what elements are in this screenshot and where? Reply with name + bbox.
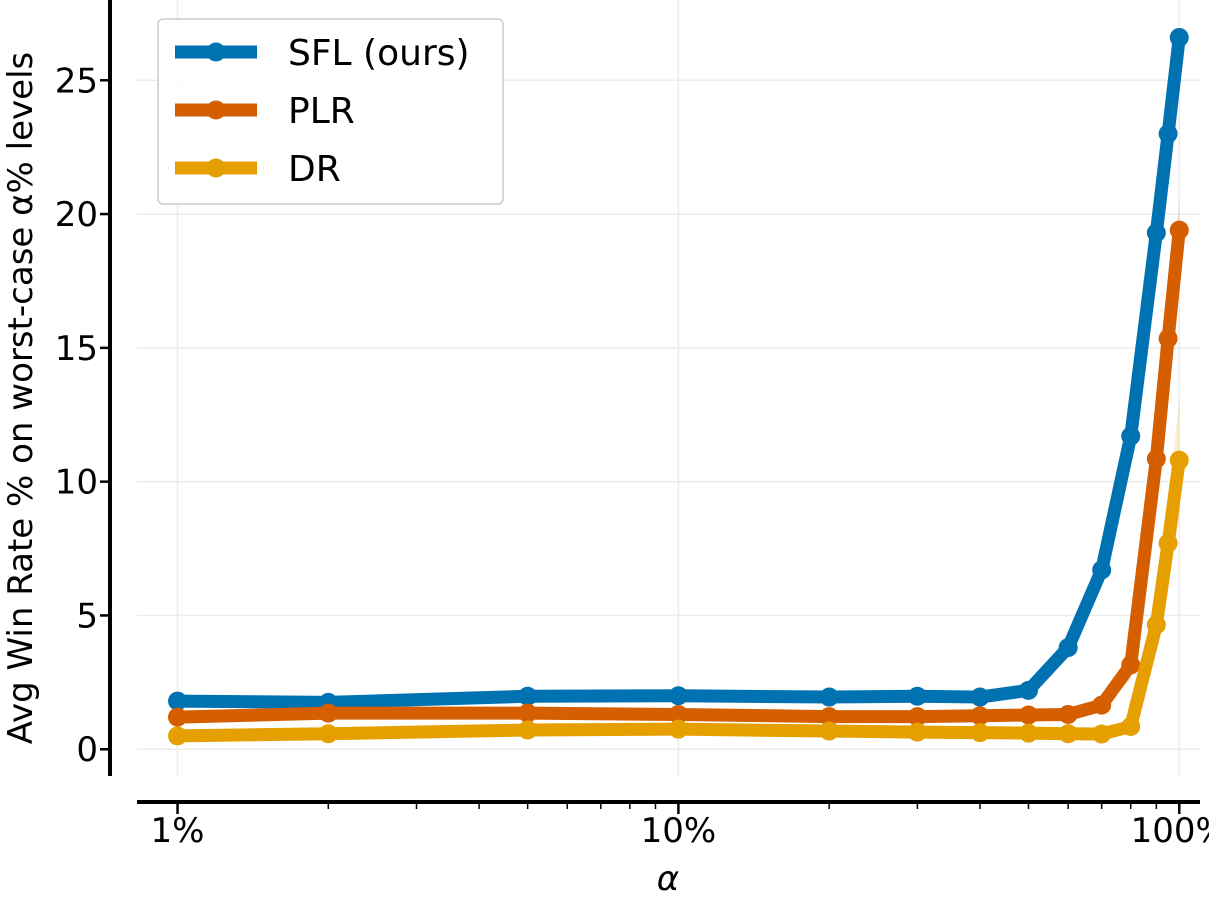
series-line [171,223,1186,724]
data-point [518,703,538,723]
data-point [907,686,927,706]
data-point [1146,223,1166,243]
data-point [668,719,688,739]
legend-swatch-marker [206,158,226,178]
data-point [819,707,839,727]
y-tick-label: 0 [76,730,98,770]
data-point [1092,560,1112,580]
x-axis-title: α [657,859,679,899]
data-point [1092,724,1112,744]
data-point [1121,655,1141,675]
y-tick-label: 10 [55,463,98,503]
data-point [1058,704,1078,724]
data-point [970,723,990,743]
series-lines [168,27,1189,746]
y-tick-label: 15 [55,329,98,369]
data-point [1058,724,1078,744]
data-point [1058,638,1078,658]
data-point [1158,533,1178,553]
legend-frame [157,18,504,205]
data-point [1169,220,1189,240]
x-tick-label: 1% [151,811,205,851]
legend-swatch-marker [206,42,226,62]
data-point [1018,680,1038,700]
y-tick-label: 5 [76,596,98,636]
data-point [1146,449,1166,469]
data-point [1169,450,1189,470]
y-axis-title: Avg Win Rate % on worst-case α% levels [1,52,41,744]
data-point [1092,695,1112,715]
series-group [168,27,1189,712]
y-tick-label: 20 [55,195,98,235]
legend-swatch-marker [206,100,226,120]
axes [108,0,1200,804]
series-line [171,30,1186,709]
data-point [318,724,338,744]
legend-label: PLR [288,91,355,132]
data-point [1158,124,1178,144]
data-point [1121,716,1141,736]
y-ticks: 0 5 10 15 20 25 [55,61,110,770]
data-point [1018,705,1038,725]
legend-label: DR [288,149,341,190]
data-point [168,726,188,746]
series-group [168,220,1189,727]
data-point [318,703,338,723]
x-tick-label: 10% [641,811,717,851]
data-point [1018,723,1038,743]
data-point [668,686,688,706]
data-point [819,721,839,741]
data-point [168,707,188,727]
data-point [819,687,839,707]
data-point [1169,27,1189,47]
legend: SFL (ours) PLR DR [157,18,504,205]
legend-label: SFL (ours) [288,33,470,74]
data-point [970,706,990,726]
data-point [1158,328,1178,348]
data-point [668,704,688,724]
series-group [168,450,1189,746]
data-point [1121,426,1141,446]
data-point [518,686,538,706]
x-ticks: 1% 10% 100% [151,802,1209,851]
data-point [518,720,538,740]
data-point [970,687,990,707]
y-tick-label: 25 [55,61,98,101]
series-line [171,453,1186,743]
x-tick-label: 100% [1131,811,1209,851]
data-point [1146,615,1166,635]
data-point [907,707,927,727]
data-point [907,722,927,742]
data-point [168,691,188,711]
